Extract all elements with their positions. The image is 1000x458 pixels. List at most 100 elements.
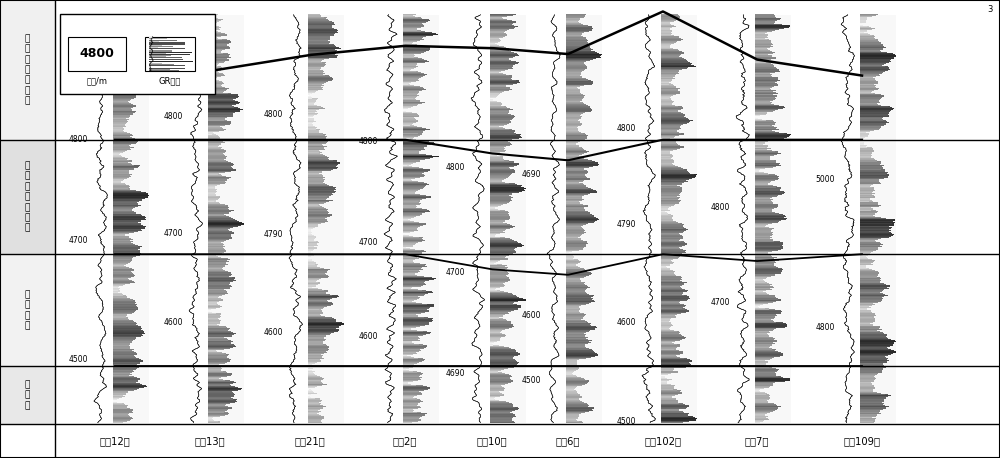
Bar: [113, 414, 128, 415]
Bar: [661, 332, 679, 333]
Bar: [490, 293, 512, 294]
Bar: [113, 151, 125, 152]
Bar: [566, 263, 576, 265]
Bar: [403, 204, 420, 205]
Bar: [490, 85, 506, 86]
Bar: [661, 337, 686, 338]
Bar: [860, 199, 870, 200]
Bar: [403, 381, 413, 382]
Bar: [308, 383, 323, 384]
Bar: [755, 270, 782, 271]
Bar: [755, 52, 775, 53]
Bar: [308, 211, 328, 212]
Bar: [566, 80, 591, 82]
Bar: [860, 136, 868, 137]
Bar: [860, 293, 883, 294]
Bar: [403, 77, 421, 78]
Bar: [490, 376, 510, 377]
Bar: [403, 40, 420, 41]
Bar: [113, 133, 130, 135]
Bar: [860, 313, 874, 315]
Bar: [490, 312, 508, 313]
Bar: [661, 237, 683, 239]
Bar: [403, 186, 425, 187]
Bar: [403, 407, 421, 408]
Bar: [755, 181, 771, 182]
Bar: [403, 240, 422, 242]
Bar: [208, 283, 230, 284]
Bar: [490, 366, 514, 367]
Bar: [403, 213, 422, 215]
Bar: [149, 55, 171, 56]
Bar: [490, 381, 513, 382]
Bar: [490, 116, 515, 117]
Bar: [308, 303, 333, 304]
Bar: [566, 341, 589, 342]
Bar: [566, 196, 582, 197]
Bar: [566, 340, 592, 342]
Bar: [566, 61, 586, 62]
Bar: [755, 15, 775, 16]
Bar: [208, 57, 231, 58]
Bar: [403, 421, 414, 422]
Bar: [113, 312, 134, 313]
Bar: [113, 342, 132, 343]
Bar: [661, 339, 680, 341]
Bar: [661, 346, 680, 347]
Bar: [860, 259, 871, 261]
Bar: [755, 123, 775, 124]
Bar: [860, 65, 882, 66]
Bar: [490, 237, 505, 239]
Bar: [208, 326, 226, 327]
Bar: [860, 156, 870, 157]
Bar: [490, 401, 506, 402]
Bar: [490, 104, 502, 105]
Bar: [113, 325, 138, 326]
Bar: [661, 37, 679, 38]
Bar: [755, 191, 783, 193]
Bar: [113, 154, 119, 155]
Bar: [113, 188, 130, 189]
Bar: [755, 77, 778, 78]
Bar: [490, 386, 502, 387]
Text: 4700: 4700: [163, 229, 183, 238]
Bar: [208, 413, 229, 414]
Bar: [661, 292, 683, 293]
Bar: [208, 178, 229, 179]
Bar: [755, 244, 783, 245]
Bar: [403, 218, 408, 219]
Bar: [860, 151, 874, 152]
Bar: [860, 156, 871, 158]
Bar: [490, 266, 505, 267]
Bar: [566, 160, 592, 162]
Bar: [208, 142, 221, 143]
Bar: [113, 239, 133, 240]
Bar: [490, 50, 509, 51]
Bar: [755, 385, 773, 386]
Bar: [403, 387, 430, 388]
Bar: [490, 379, 511, 380]
Bar: [113, 405, 128, 406]
Bar: [566, 123, 582, 124]
Bar: [308, 328, 336, 329]
Bar: [860, 154, 871, 155]
Text: 4800: 4800: [358, 137, 378, 147]
Bar: [490, 299, 526, 300]
Bar: [490, 38, 500, 40]
Bar: [490, 110, 509, 111]
Bar: [208, 111, 236, 113]
Bar: [566, 51, 595, 52]
Bar: [403, 373, 423, 374]
Bar: [403, 268, 421, 269]
Bar: [403, 212, 425, 213]
Bar: [208, 18, 218, 19]
Bar: [566, 256, 574, 257]
Bar: [566, 36, 583, 37]
Bar: [755, 23, 774, 24]
Bar: [661, 236, 681, 238]
Bar: [308, 100, 316, 101]
Bar: [208, 264, 228, 265]
Bar: [490, 84, 513, 85]
Bar: [208, 248, 224, 249]
Bar: [403, 218, 411, 219]
